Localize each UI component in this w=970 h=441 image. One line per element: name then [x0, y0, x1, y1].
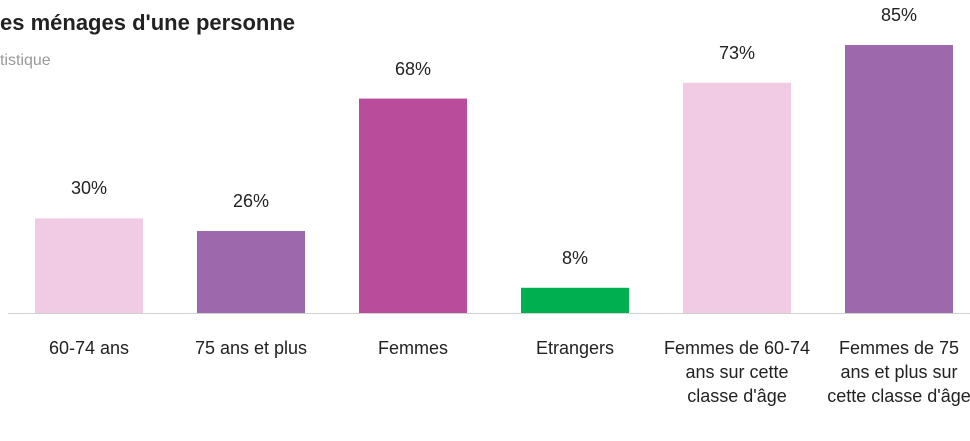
chart-title: es ménages d'une personne — [0, 10, 295, 35]
chart-subtitle: tistique — [0, 52, 51, 69]
value-label: 85% — [880, 5, 918, 25]
x-tick-label: Femmes de 75 ans et plus sur cette class… — [827, 338, 970, 406]
value-label: 68% — [394, 58, 432, 79]
x-tick-label: Femmes de 60-74 ans sur cette classe d'â… — [663, 338, 811, 406]
bar — [197, 231, 305, 313]
bar — [521, 287, 629, 313]
x-tick-label: Etrangers — [535, 338, 615, 358]
x-tick-label: 75 ans et plus — [194, 338, 308, 358]
bar — [845, 45, 953, 313]
value-label: 30% — [70, 178, 108, 199]
bar — [359, 98, 467, 313]
value-label: 26% — [232, 191, 270, 212]
bar — [35, 218, 143, 313]
x-tick-label: 60-74 ans — [48, 338, 130, 358]
value-label: 73% — [718, 42, 756, 63]
bar — [683, 82, 791, 313]
value-label: 8% — [561, 247, 588, 268]
x-tick-label: Femmes — [377, 338, 448, 358]
